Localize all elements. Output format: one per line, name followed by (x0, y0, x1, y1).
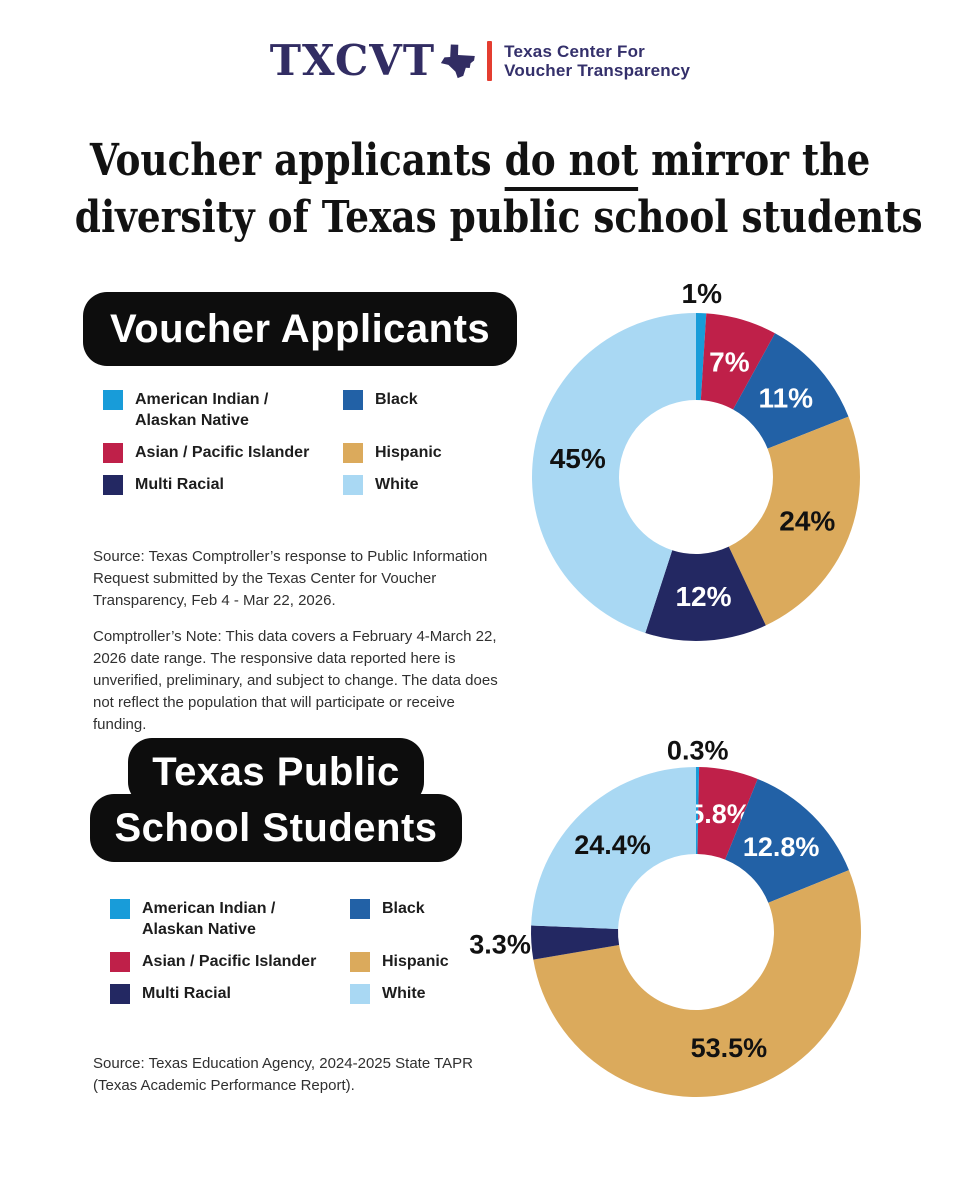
legend-swatch (103, 390, 123, 410)
legend-label: Asian / Pacific Islander (135, 444, 310, 461)
legend-swatch (343, 443, 363, 463)
slice-percent-label: 12% (675, 581, 731, 612)
donut-slice (531, 925, 620, 960)
legend-label: Multi Racial (135, 476, 224, 493)
logo-acronym: TXCVT (269, 36, 436, 85)
donut-slice (696, 767, 700, 855)
title-line1-post: mirror the (638, 135, 871, 186)
donut-slice (696, 313, 707, 401)
legend-swatch (110, 899, 130, 919)
logo: TXCVT Texas Center For Voucher Transpare… (0, 40, 960, 82)
donut-slice (697, 767, 758, 860)
donut-slice (725, 778, 849, 903)
title-underlined-phrase: do not (504, 135, 639, 191)
section2-badge: Texas Public School Students (80, 738, 472, 862)
title-line1: Voucher applicants do not mirror the (89, 132, 871, 191)
slice-percent-label: 11% (759, 382, 814, 413)
logo-org-line2: Voucher Transparency (504, 61, 691, 80)
legend-label: Black (375, 391, 418, 408)
donut-slice (733, 333, 849, 449)
page-title: Voucher applicants do not mirror the div… (0, 132, 960, 246)
legend-label: White (375, 476, 419, 493)
legend-voucher-applicants: American Indian / Alaskan Native Black Asi… (103, 389, 513, 495)
legend-label: Hispanic (375, 444, 442, 461)
legend-label: American Indian / Alaskan Native (135, 391, 269, 429)
section1-badge: Voucher Applicants (83, 292, 518, 366)
section2-badge-line2: School Students (90, 794, 462, 862)
legend-item: American Indian / Alaskan Native (110, 898, 350, 940)
legend-item: Black (350, 898, 520, 940)
slice-percent-label: 3.3% (469, 930, 531, 960)
legend-swatch (350, 899, 370, 919)
legend-item: Asian / Pacific Islander (110, 951, 350, 972)
legend-item: White (343, 474, 513, 495)
legend-swatch (350, 984, 370, 1004)
slice-percent-label: 24.4% (574, 830, 651, 860)
logo-divider (487, 41, 493, 81)
logo-org-line1: Texas Center For (504, 42, 645, 61)
texas-state-icon (441, 44, 475, 79)
slice-percent-label: 12.8% (743, 832, 820, 862)
section2-source-text: Source: Texas Education Agency, 2024-202… (93, 1055, 473, 1094)
donut-chart-public-school-students: 0.3%5.8%12.8%53.5%3.3%24.4% (469, 736, 862, 1098)
slice-percent-label: 45% (550, 443, 606, 474)
legend-swatch (350, 952, 370, 972)
logo-org-name: Texas Center For Voucher Transparency (504, 42, 690, 80)
donut-slice (728, 416, 860, 626)
donut-slice (533, 870, 862, 1098)
legend-swatch (343, 475, 363, 495)
section1-note-text: Comptroller’s Note: This data covers a F… (93, 628, 498, 733)
donut-slice (532, 313, 696, 633)
donut-chart-voucher-applicants: 1% 7% 11% 24% 12% 45% (532, 278, 860, 641)
legend-item: Black (343, 389, 513, 431)
legend-item: Multi Racial (103, 474, 343, 495)
legend-item: Asian / Pacific Islander (103, 442, 343, 463)
legend-label: American Indian / Alaskan Native (142, 900, 276, 938)
donut-slice (645, 546, 766, 641)
donut-slice (531, 767, 696, 929)
slice-percent-label: 1% (682, 278, 723, 309)
donut-slice (700, 313, 776, 410)
legend-public-school-students: American Indian / Alaskan Native Black Asi… (110, 898, 520, 1004)
legend-swatch (110, 984, 130, 1004)
legend-swatch (103, 475, 123, 495)
title-line1-pre: Voucher applicants (89, 135, 505, 186)
section1-source-text: Source: Texas Comptroller’s response to … (93, 548, 488, 609)
legend-item: Multi Racial (110, 983, 350, 1004)
legend-swatch (103, 443, 123, 463)
slice-percent-label: 53.5% (691, 1033, 768, 1063)
legend-item: Hispanic (343, 442, 513, 463)
title-line2: diversity of Texas public school student… (74, 192, 923, 243)
legend-item: Hispanic (350, 951, 520, 972)
legend-label: Multi Racial (142, 985, 231, 1002)
slice-percent-label: 7% (709, 347, 750, 378)
legend-label: Asian / Pacific Islander (142, 953, 317, 970)
legend-label: Hispanic (382, 953, 449, 970)
legend-item: White (350, 983, 520, 1004)
legend-item: American Indian / Alaskan Native (103, 389, 343, 431)
slice-percent-label: 24% (779, 506, 835, 537)
legend-label: White (382, 985, 426, 1002)
legend-swatch (343, 390, 363, 410)
legend-swatch (110, 952, 130, 972)
legend-label: Black (382, 900, 425, 917)
slice-percent-label: 0.3% (667, 736, 729, 766)
